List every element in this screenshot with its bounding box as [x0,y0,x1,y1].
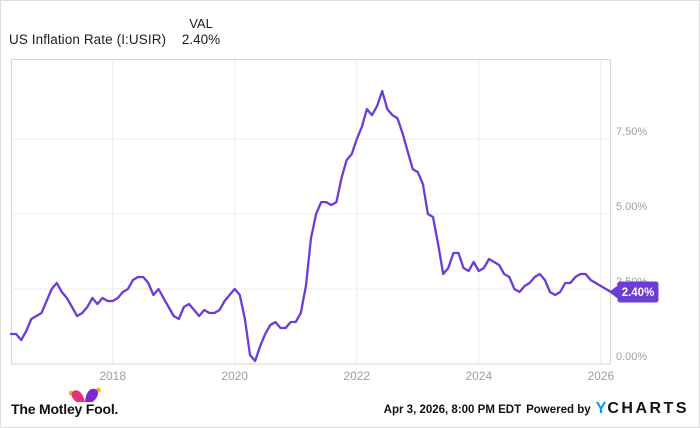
x-axis-label-2018: 2018 [99,369,127,383]
inflation-line [9,89,613,363]
powered-by-label: Powered by [526,404,591,416]
x-axis-label-2024: 2024 [465,369,493,383]
motley-fool-wordmark: The Motley Fool. [11,401,119,417]
y-axis-label-5.00%: 5.00% [616,201,648,214]
ycharts-logo-charts: CHARTS [607,400,689,417]
x-axis-label-2026: 2026 [587,369,615,383]
y-axis-label-7.50%: 7.50% [616,126,648,139]
x-axis-label-2022: 2022 [343,369,371,383]
jester-hat-icon [68,387,101,402]
badge-body [617,281,659,303]
series-title: US Inflation Rate (I:USIR) [9,32,167,47]
last-value-badge: 2.40% [609,281,659,303]
x-axis-label-2020: 2020 [221,369,249,383]
footer-attribution: Apr 3, 2026, 8:00 PM EDT Powered by YCHA… [384,400,689,418]
badge-label: 2.40% [622,287,655,299]
ycharts-logo: YCHARTS [596,400,689,418]
ycharts-logo-y: Y [595,400,608,417]
value-column-header: VAL [189,16,213,31]
plot-border [11,59,611,365]
current-value: 2.40% [181,32,221,47]
y-axis-label-0.00%: 0.00% [616,351,648,363]
chart-timestamp: Apr 3, 2026, 8:00 PM EDT [383,404,522,416]
gridlines [11,59,611,364]
badge-arrow [609,284,619,300]
